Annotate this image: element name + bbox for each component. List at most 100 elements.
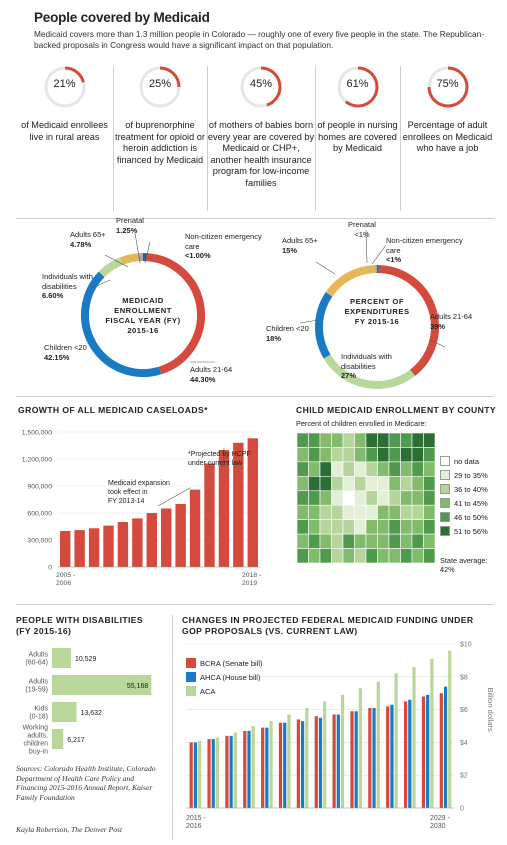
enrollment-center-line-3: FISCAL YEAR (FY)	[105, 316, 181, 325]
funding-bar	[300, 721, 305, 808]
stat-ring-4	[337, 66, 378, 108]
funding-bar	[233, 732, 237, 808]
county	[296, 476, 309, 492]
map-legend-swatch	[440, 526, 450, 536]
stat-text-4: of people in nursing homes are covered b…	[317, 120, 398, 153]
county	[296, 504, 309, 520]
stat-4: 61% of people in nursing homes are covere…	[315, 65, 400, 205]
county	[308, 533, 321, 549]
enrollment-center-line-4: 2015-16	[127, 326, 159, 335]
caseloads-bar	[117, 522, 129, 567]
funding-legend-swatch	[186, 672, 196, 682]
county	[400, 490, 413, 506]
county	[400, 447, 413, 463]
stat-text-5: Percentage of adult enrollees on Medicai…	[402, 120, 493, 153]
exp-adults65-label: Adults 65+ 15%	[282, 236, 318, 255]
funding-bar	[426, 694, 430, 808]
enrollment-center-label: MEDICAID ENROLLMENT FISCAL YEAR (FY) 201…	[95, 296, 191, 336]
stat-ring-arc-4	[344, 66, 378, 108]
county	[400, 504, 413, 520]
county	[423, 447, 436, 463]
funding-bar	[283, 722, 287, 808]
credit-line: Kayla Robertson, The Denver Post	[16, 825, 123, 834]
county	[342, 476, 355, 492]
slice-children-20	[315, 292, 333, 359]
caseloads-bar	[103, 525, 114, 567]
caseloads-bar	[146, 513, 157, 567]
enrollment-donut-chart	[81, 253, 205, 377]
funding-bar	[376, 681, 380, 808]
map-legend-swatch	[440, 498, 450, 508]
caseloads-bar	[132, 518, 143, 567]
map-legend-item: 46 to 50%	[440, 512, 488, 522]
enroll-noncitizen-label: Non-citizen emergency care <1.00%	[185, 232, 262, 260]
county	[354, 476, 367, 492]
disabilities-bar	[52, 729, 64, 749]
exp-children-label: Children <20 18%	[266, 324, 309, 343]
map-legend-swatch	[440, 456, 450, 466]
exp-disabilities-label: Individuals with disabilities 27%	[341, 352, 392, 380]
county	[377, 548, 390, 564]
funding-bar	[193, 742, 198, 808]
caseloads-bar	[218, 450, 230, 567]
funding-bar	[265, 727, 269, 808]
county	[411, 519, 424, 535]
county	[388, 519, 401, 535]
funding-bar	[198, 740, 202, 808]
caseloads-annotation-expansion: Medicaid expansion	[108, 480, 170, 487]
stat-percent-3: 45%	[249, 78, 273, 90]
county	[377, 432, 390, 448]
county	[296, 447, 309, 463]
funding-ytick: $10	[460, 642, 472, 649]
county	[400, 476, 413, 492]
map-legend-label: 51 to 56%	[454, 526, 488, 536]
funding-bar	[247, 730, 251, 808]
slice-individuals-with-disabilities	[323, 354, 415, 389]
funding-title: CHANGES IN PROJECTED FEDERAL MEDICAID FU…	[182, 615, 474, 636]
county	[365, 519, 378, 535]
stat-ring-arc-3	[260, 66, 282, 107]
funding-xlabel-start: 2015 -	[186, 815, 207, 822]
enrollment-center-line-1: MEDICAID	[122, 296, 164, 305]
disabilities-value-label: 55,168	[127, 683, 149, 690]
funding-legend-item: ACA	[186, 686, 216, 696]
county	[319, 476, 332, 492]
county	[377, 533, 390, 549]
county	[365, 504, 378, 520]
county	[354, 432, 367, 448]
stat-ring-arc-5	[427, 66, 468, 108]
funding-bar	[408, 699, 412, 808]
disabilities-category-label: Adults	[29, 679, 49, 686]
county	[365, 447, 378, 463]
county	[423, 533, 436, 549]
state-average-value: 42%	[440, 565, 455, 574]
county	[388, 504, 401, 520]
caseloads-ytick: 300,000	[27, 538, 52, 545]
funding-xlabel-start: 2016	[186, 823, 202, 830]
map-legend-label: no data	[454, 456, 480, 466]
county	[400, 432, 413, 448]
funding-bar	[394, 673, 398, 808]
county	[377, 519, 390, 535]
stat-percent-4: 61%	[346, 78, 369, 90]
stat-text-1: of Medicaid enrollees live in rural area…	[21, 120, 108, 142]
county	[388, 533, 401, 549]
slice-adults-65-	[120, 253, 139, 265]
county	[411, 490, 424, 506]
county	[423, 490, 436, 506]
caseloads-ytick: 0	[48, 565, 52, 572]
caseloads-ytick: 1,200,000	[22, 457, 52, 464]
stat-2: 25% of buprenorphine treatment for opioid…	[113, 65, 207, 205]
slice-adults-65-	[325, 265, 376, 297]
funding-bar	[243, 730, 247, 808]
county	[319, 533, 332, 549]
exp-center-line-2: EXPENDITURES	[344, 307, 410, 316]
funding-bar	[358, 688, 363, 808]
county	[319, 461, 332, 477]
county	[296, 533, 309, 549]
enroll-disabilities-label: Individuals with disabilities 6.60%	[42, 272, 93, 300]
state-average: State average: 42%	[440, 556, 487, 574]
state-average-label: State average:	[440, 556, 488, 565]
county	[388, 432, 401, 448]
